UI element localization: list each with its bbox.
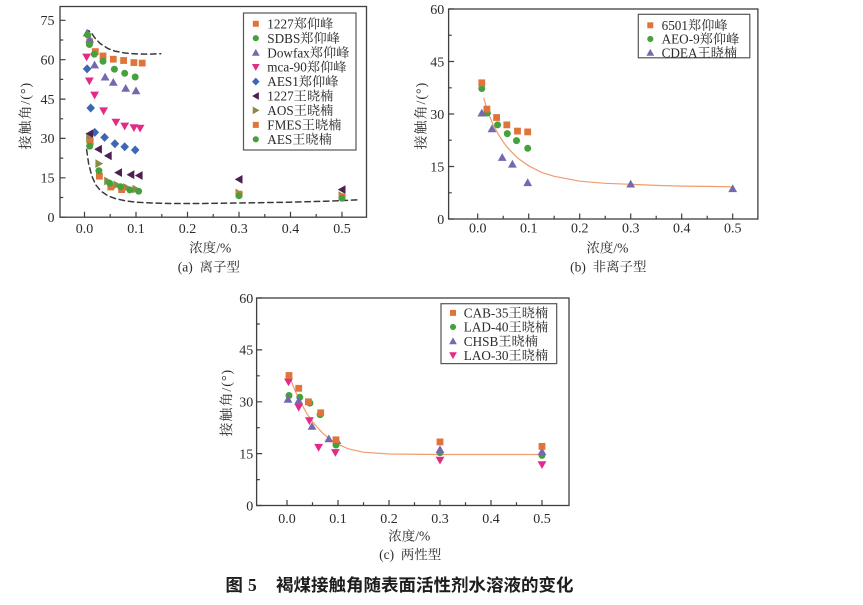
- svg-text:0: 0: [48, 211, 55, 226]
- svg-text:45: 45: [239, 344, 253, 359]
- svg-text:SDBS: SDBS: [267, 31, 300, 46]
- svg-text:0.4: 0.4: [482, 512, 500, 527]
- svg-text:0.1: 0.1: [329, 512, 347, 527]
- svg-text:0.5: 0.5: [724, 221, 742, 236]
- svg-text:15: 15: [41, 172, 55, 187]
- svg-text:0: 0: [437, 213, 444, 228]
- svg-text:15: 15: [239, 447, 253, 462]
- svg-text:0: 0: [246, 499, 253, 514]
- svg-text:30: 30: [239, 396, 253, 411]
- svg-text:0.1: 0.1: [127, 222, 145, 237]
- svg-text:45: 45: [430, 55, 444, 70]
- svg-text:0.3: 0.3: [431, 512, 449, 527]
- svg-text:0.0: 0.0: [278, 512, 296, 527]
- svg-text:0.3: 0.3: [622, 221, 640, 236]
- svg-text:30: 30: [41, 132, 55, 147]
- svg-text:(c): (c): [379, 547, 394, 562]
- svg-text:AES1: AES1: [267, 74, 299, 89]
- svg-text:/(°): /(°): [19, 82, 34, 105]
- svg-text:5: 5: [248, 575, 257, 595]
- svg-text:AEO-9: AEO-9: [662, 32, 700, 47]
- svg-text:75: 75: [41, 14, 55, 29]
- svg-text:30: 30: [430, 108, 444, 123]
- svg-text:/(°): /(°): [415, 82, 430, 105]
- svg-text:60: 60: [41, 54, 55, 69]
- svg-text:AOS: AOS: [267, 103, 293, 118]
- svg-text:0.2: 0.2: [571, 221, 589, 236]
- svg-text:CAB-35: CAB-35: [464, 306, 509, 321]
- svg-text:0.1: 0.1: [520, 221, 538, 236]
- svg-text:0.5: 0.5: [533, 512, 551, 527]
- svg-text:(a): (a): [178, 260, 193, 275]
- svg-text:6501: 6501: [662, 18, 688, 33]
- svg-text:60: 60: [430, 3, 444, 18]
- svg-text:0.4: 0.4: [282, 222, 300, 237]
- svg-text:mca-90: mca-90: [267, 60, 307, 75]
- svg-text:CHSB: CHSB: [464, 334, 499, 349]
- svg-text:60: 60: [239, 292, 253, 307]
- svg-text:0.3: 0.3: [230, 222, 248, 237]
- svg-text:/(°): /(°): [220, 369, 235, 392]
- svg-text:0.5: 0.5: [333, 222, 351, 237]
- svg-text:0.2: 0.2: [179, 222, 197, 237]
- svg-text:45: 45: [41, 93, 55, 108]
- svg-text:0.0: 0.0: [469, 221, 487, 236]
- svg-text:/%: /%: [415, 529, 430, 544]
- svg-text:0.4: 0.4: [673, 221, 691, 236]
- svg-text:(b): (b): [570, 259, 586, 274]
- svg-text:AES: AES: [267, 132, 292, 147]
- svg-text:15: 15: [430, 160, 444, 175]
- svg-text:CDEA: CDEA: [662, 45, 698, 60]
- svg-text:1227: 1227: [267, 16, 294, 31]
- svg-text:LAO-30: LAO-30: [464, 348, 509, 363]
- svg-text:FMES: FMES: [267, 118, 301, 133]
- svg-text:/%: /%: [613, 240, 628, 255]
- svg-text:LAD-40: LAD-40: [464, 320, 509, 335]
- svg-text:0.2: 0.2: [380, 512, 398, 527]
- svg-text:1227: 1227: [267, 89, 294, 104]
- svg-text:Dowfax: Dowfax: [267, 45, 310, 60]
- svg-text:/%: /%: [216, 240, 231, 255]
- svg-text:0.0: 0.0: [76, 222, 94, 237]
